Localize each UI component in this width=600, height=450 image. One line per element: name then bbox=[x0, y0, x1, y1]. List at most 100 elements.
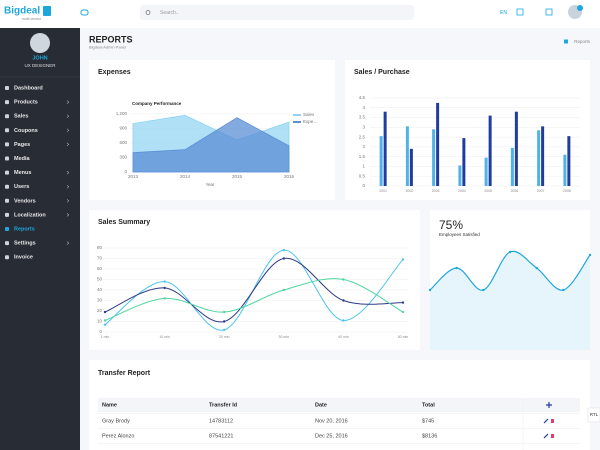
menu-item[interactable]: Users bbox=[14, 184, 29, 190]
y-tick-label: 1.5 bbox=[359, 154, 366, 159]
menu-icon bbox=[5, 100, 9, 105]
search-box[interactable] bbox=[140, 5, 414, 20]
legend-label: Sales bbox=[303, 112, 315, 117]
y-tick-label: 0 bbox=[362, 183, 365, 188]
menu-item[interactable]: Reports bbox=[14, 226, 35, 232]
menu-item[interactable]: Sales bbox=[14, 114, 28, 120]
settings-badge[interactable] bbox=[577, 5, 583, 11]
point bbox=[401, 258, 405, 261]
menu-item[interactable]: Invoice bbox=[14, 255, 33, 261]
menu-item[interactable]: Media bbox=[14, 156, 31, 162]
x-tick-label: 2003 bbox=[432, 189, 440, 193]
table-cell: Perez Alonzo bbox=[102, 433, 134, 439]
point bbox=[163, 297, 166, 300]
table-cell: Nov 20, 2016 bbox=[315, 418, 348, 424]
user-role: UX DESIGNER bbox=[24, 63, 56, 68]
y-tick-label: 300 bbox=[119, 155, 127, 160]
breadcrumb-home[interactable] bbox=[564, 39, 568, 44]
menu-item[interactable]: Localization bbox=[14, 212, 46, 218]
x-tick-label: 2015 bbox=[232, 174, 243, 179]
legend-label: Expe… bbox=[303, 119, 318, 124]
chevron bbox=[66, 170, 70, 175]
bar bbox=[563, 154, 567, 186]
add-icon[interactable] bbox=[546, 402, 552, 408]
point bbox=[282, 288, 285, 292]
edit-icon[interactable] bbox=[543, 433, 549, 439]
kpi-value: 75% bbox=[439, 218, 463, 232]
y-tick-label: 600 bbox=[119, 140, 127, 145]
bar bbox=[383, 111, 387, 186]
fullscreen-icon[interactable] bbox=[545, 8, 553, 16]
point bbox=[588, 253, 592, 257]
point bbox=[223, 310, 226, 314]
message-icon[interactable] bbox=[516, 8, 524, 16]
page-title: REPORTS bbox=[89, 34, 133, 44]
rtl-button[interactable] bbox=[587, 407, 600, 423]
card-title: Sales Summary bbox=[98, 219, 150, 226]
toggle-icon[interactable] bbox=[80, 9, 89, 16]
menu-item[interactable]: Dashboard bbox=[14, 85, 43, 91]
point bbox=[428, 288, 432, 292]
table-cell: Gray Brody bbox=[102, 418, 130, 424]
menu-icon bbox=[5, 255, 9, 260]
x-tick-label: 2006 bbox=[510, 189, 518, 193]
x-tick-label: 2007 bbox=[537, 189, 545, 193]
edit-icon[interactable] bbox=[543, 418, 549, 424]
menu-item[interactable]: Vendors bbox=[14, 198, 36, 204]
user-name: JOHN bbox=[32, 55, 47, 61]
page-subtitle: Bigdeal Admin Panel bbox=[89, 45, 126, 50]
y-tick-label: 80 bbox=[97, 245, 103, 250]
language[interactable]: EN bbox=[500, 10, 507, 16]
table-cell: $8136 bbox=[422, 433, 437, 439]
rtl-label[interactable]: RTL bbox=[590, 412, 599, 417]
table-cell: 87541221 bbox=[209, 433, 233, 439]
legend-swatch bbox=[293, 121, 301, 123]
y-tick-label: 4 bbox=[362, 105, 365, 110]
card-title: Transfer Report bbox=[98, 370, 151, 377]
y-tick-label: 4.5 bbox=[359, 95, 366, 100]
card bbox=[89, 210, 420, 350]
y-tick-label: 10 bbox=[97, 319, 103, 324]
menu-item[interactable]: Products bbox=[14, 100, 38, 106]
menu-item[interactable]: Settings bbox=[14, 241, 36, 247]
tagline: multi vendor bbox=[22, 17, 42, 21]
column-header: Total bbox=[422, 402, 435, 408]
point bbox=[282, 257, 285, 260]
bar bbox=[436, 102, 440, 186]
y-tick-label: 900 bbox=[119, 126, 127, 131]
logo: Bigdeal bbox=[4, 6, 40, 17]
x-tick-label: 2016 bbox=[284, 174, 295, 179]
point bbox=[535, 266, 538, 270]
chevron bbox=[66, 184, 70, 189]
table-header bbox=[98, 398, 580, 412]
x-tick-label: 2004 bbox=[458, 189, 466, 193]
y-tick-label: 0.5 bbox=[359, 173, 366, 178]
menu-item[interactable]: Menus bbox=[14, 170, 31, 176]
point bbox=[401, 301, 405, 304]
y-tick-label: 3 bbox=[362, 125, 365, 130]
x-tick-label: 50 min bbox=[398, 335, 409, 339]
y-tick-label: 2 bbox=[362, 144, 365, 149]
point bbox=[103, 310, 107, 314]
bar bbox=[510, 147, 514, 186]
card-title: Expenses bbox=[98, 69, 131, 76]
point bbox=[223, 328, 226, 332]
line bbox=[104, 278, 404, 321]
bar bbox=[514, 111, 518, 186]
delete-icon[interactable] bbox=[551, 419, 554, 423]
y-tick-label: 3.5 bbox=[359, 115, 366, 120]
column-header: Date bbox=[315, 402, 327, 408]
x-axis-label: Year bbox=[205, 182, 215, 187]
chevron bbox=[66, 128, 70, 133]
x-tick-label: 1 min bbox=[101, 335, 110, 339]
kpi-label: Employees Satisfied bbox=[439, 232, 480, 237]
menu-item[interactable]: Pages bbox=[14, 142, 30, 148]
point bbox=[401, 310, 405, 314]
x-tick-label: 2002 bbox=[405, 189, 413, 193]
y-tick-label: 0 bbox=[99, 329, 102, 334]
card-title: Sales / Purchase bbox=[354, 69, 410, 76]
delete-icon[interactable] bbox=[551, 434, 554, 438]
menu-item[interactable]: Coupons bbox=[14, 128, 38, 134]
bar bbox=[379, 136, 383, 186]
